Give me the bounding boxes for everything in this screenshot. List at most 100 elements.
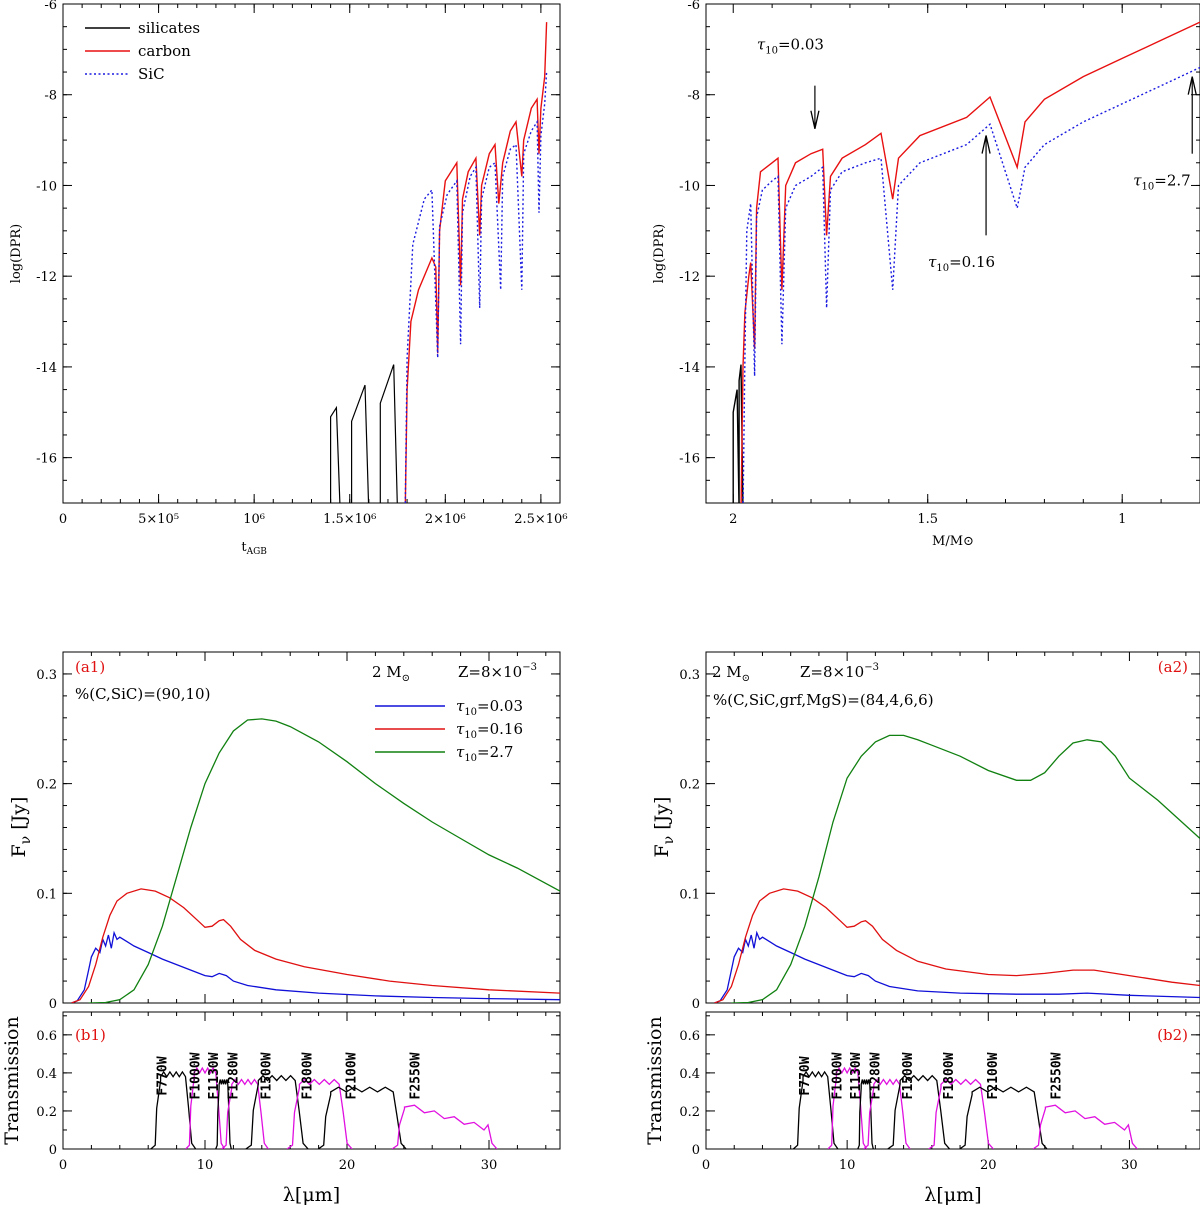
series-carbon: [404, 22, 548, 503]
legend-label-silicates: silicates: [138, 19, 200, 37]
x-tick-label: 0: [59, 512, 67, 527]
filter-label-F1130W: F1130W: [849, 1052, 864, 1099]
filter-curve-F2100W: [317, 1086, 407, 1149]
y-tick-label: 0.4: [679, 1067, 700, 1082]
x-tick-label: 20: [339, 1158, 356, 1173]
title-mass: 2 M⊙: [712, 663, 750, 684]
x-tick-label: 2×10⁶: [425, 512, 466, 527]
y-tick-label: -10: [36, 179, 57, 194]
y-tick-label: 0.6: [36, 1029, 57, 1044]
panel-filters_b1: 0 0.2 0.4 0.6 0 10 20 30 (b1) Transmission λ[μm] F7…: [1, 1011, 561, 1206]
x-axis-label: M/M⊙: [932, 534, 974, 549]
y-tick-label: 0.1: [36, 887, 57, 902]
series-tau=0.03: [71, 930, 560, 1003]
y-tick-label: 0.6: [679, 1029, 700, 1044]
x-tick-label: 30: [481, 1158, 498, 1173]
filter-label-F1000W: F1000W: [188, 1052, 203, 1099]
filter-label-F2550W: F2550W: [408, 1052, 423, 1099]
x-tick-label: 1: [1118, 512, 1126, 527]
y-tick-label: 0.2: [679, 778, 700, 793]
series-sic: [742, 66, 1200, 503]
series-tau=2.7: [731, 734, 1200, 1003]
series-tau=0.16: [71, 888, 560, 1003]
y-tick-label: -12: [679, 270, 700, 285]
filter-curve-F1130W: [215, 1079, 232, 1149]
filter-label-F1000W: F1000W: [830, 1052, 845, 1099]
x-tick-label: 2: [729, 512, 737, 527]
filter-curve-F1000W: [185, 1066, 226, 1149]
filter-label-F2550W: F2550W: [1049, 1052, 1064, 1099]
series-tau=0.03: [714, 930, 1200, 1003]
x-axis-label: λ[μm]: [924, 1184, 981, 1206]
annotation-tau27: τ10=2.7: [1133, 171, 1190, 192]
x-tick-label: 30: [1121, 1158, 1138, 1173]
arrowhead-tau016: [981, 135, 991, 154]
panel-tag: (a2): [1158, 658, 1188, 676]
y-tick-label: -8: [44, 89, 57, 104]
panel-sed_a1: 0 0.1 0.2 0.3 Fν [Jy] (a1) %(C,SiC)=(90,10) 2 M…: [8, 651, 561, 1012]
legend: silicates carbon SiC: [85, 19, 200, 83]
filter-label-F1800W: F1800W: [301, 1052, 316, 1099]
x-axis-label: λ[μm]: [283, 1184, 340, 1206]
y-tick-label: 0.2: [36, 1105, 57, 1120]
filter-label-F1500W: F1500W: [901, 1052, 916, 1099]
y-tick-label: 0.3: [36, 668, 57, 683]
y-tick-label: -8: [687, 89, 700, 104]
filter-curve-F770W: [792, 1070, 839, 1149]
x-tick-label: 0: [59, 1158, 67, 1173]
filter-curve-F2100W: [959, 1086, 1048, 1149]
filter-curve-F770W: [150, 1070, 197, 1149]
x-tick-label: 10: [839, 1158, 856, 1173]
filter-curve-F1000W: [827, 1066, 868, 1149]
x-axis-label: tAGB: [241, 540, 267, 557]
y-axis-label: Transmission: [644, 1016, 666, 1144]
y-axis-label: Fν [Jy]: [651, 797, 677, 858]
filter-label-F1280W: F1280W: [869, 1052, 884, 1099]
panel-tag: (a1): [75, 658, 105, 676]
y-tick-label: -14: [36, 361, 57, 376]
arrowhead-tau003: [810, 110, 820, 129]
y-tick-label: 0.1: [679, 887, 700, 902]
filter-label-F770W: F770W: [156, 1056, 171, 1095]
y-axis-label: log(DPR): [9, 224, 24, 283]
x-tick-label: 1.5: [917, 512, 938, 527]
x-tick-label: 2.5×10⁶: [514, 512, 567, 527]
annotation-tau016: τ10=0.16: [928, 253, 995, 274]
y-tick-label: -16: [679, 452, 700, 467]
plot-frame: [62, 1011, 561, 1150]
x-tick-label: 5×10⁵: [138, 512, 179, 527]
filter-curve-F1500W: [245, 1074, 309, 1149]
y-axis-label: log(DPR): [652, 224, 667, 283]
series-sic: [404, 71, 548, 503]
composition-label: %(C,SiC,grf,MgS)=(84,4,6,6): [713, 691, 934, 709]
panel-tag: (b2): [1157, 1026, 1188, 1044]
panel-dpr-vs-mass: -16 -14 -12 -10 -8 -6 2 1.5 1 log(DPR) M/M⊙ τ10=0.0…: [652, 0, 1200, 549]
filter-curve-F1800W: [928, 1078, 994, 1149]
filter-label-F1130W: F1130W: [207, 1052, 222, 1099]
legend-label-1: τ10=0.16: [456, 720, 523, 741]
x-tick-label: 20: [980, 1158, 997, 1173]
plot-frame: [705, 1011, 1200, 1150]
filter-label-F770W: F770W: [798, 1056, 813, 1095]
filter-curve-F1130W: [857, 1079, 874, 1149]
y-tick-label: -14: [679, 361, 700, 376]
y-tick-label: 0: [692, 997, 700, 1012]
y-tick-label: 0.2: [679, 1105, 700, 1120]
x-tick-label: 10⁶: [243, 512, 265, 527]
filter-curve-F1800W: [286, 1078, 353, 1149]
filter-curve-F2550W: [391, 1104, 498, 1149]
filter-curve-F1280W: [221, 1078, 269, 1149]
arrowhead-tau27: [1187, 76, 1197, 95]
y-tick-label: 0: [692, 1143, 700, 1158]
legend-label-0: τ10=0.03: [456, 697, 523, 718]
title-metallicity: Z=8×10−3: [458, 662, 537, 681]
y-tick-label: 0: [49, 997, 57, 1012]
y-tick-label: -6: [687, 0, 700, 13]
series-tau=2.7: [88, 718, 560, 1003]
title-mass: 2 M⊙: [372, 663, 410, 684]
y-tick-label: 0.4: [36, 1067, 57, 1082]
y-tick-label: 0: [49, 1143, 57, 1158]
x-tick-label: 1.5×10⁶: [323, 512, 376, 527]
filter-curve-F1280W: [863, 1078, 911, 1149]
